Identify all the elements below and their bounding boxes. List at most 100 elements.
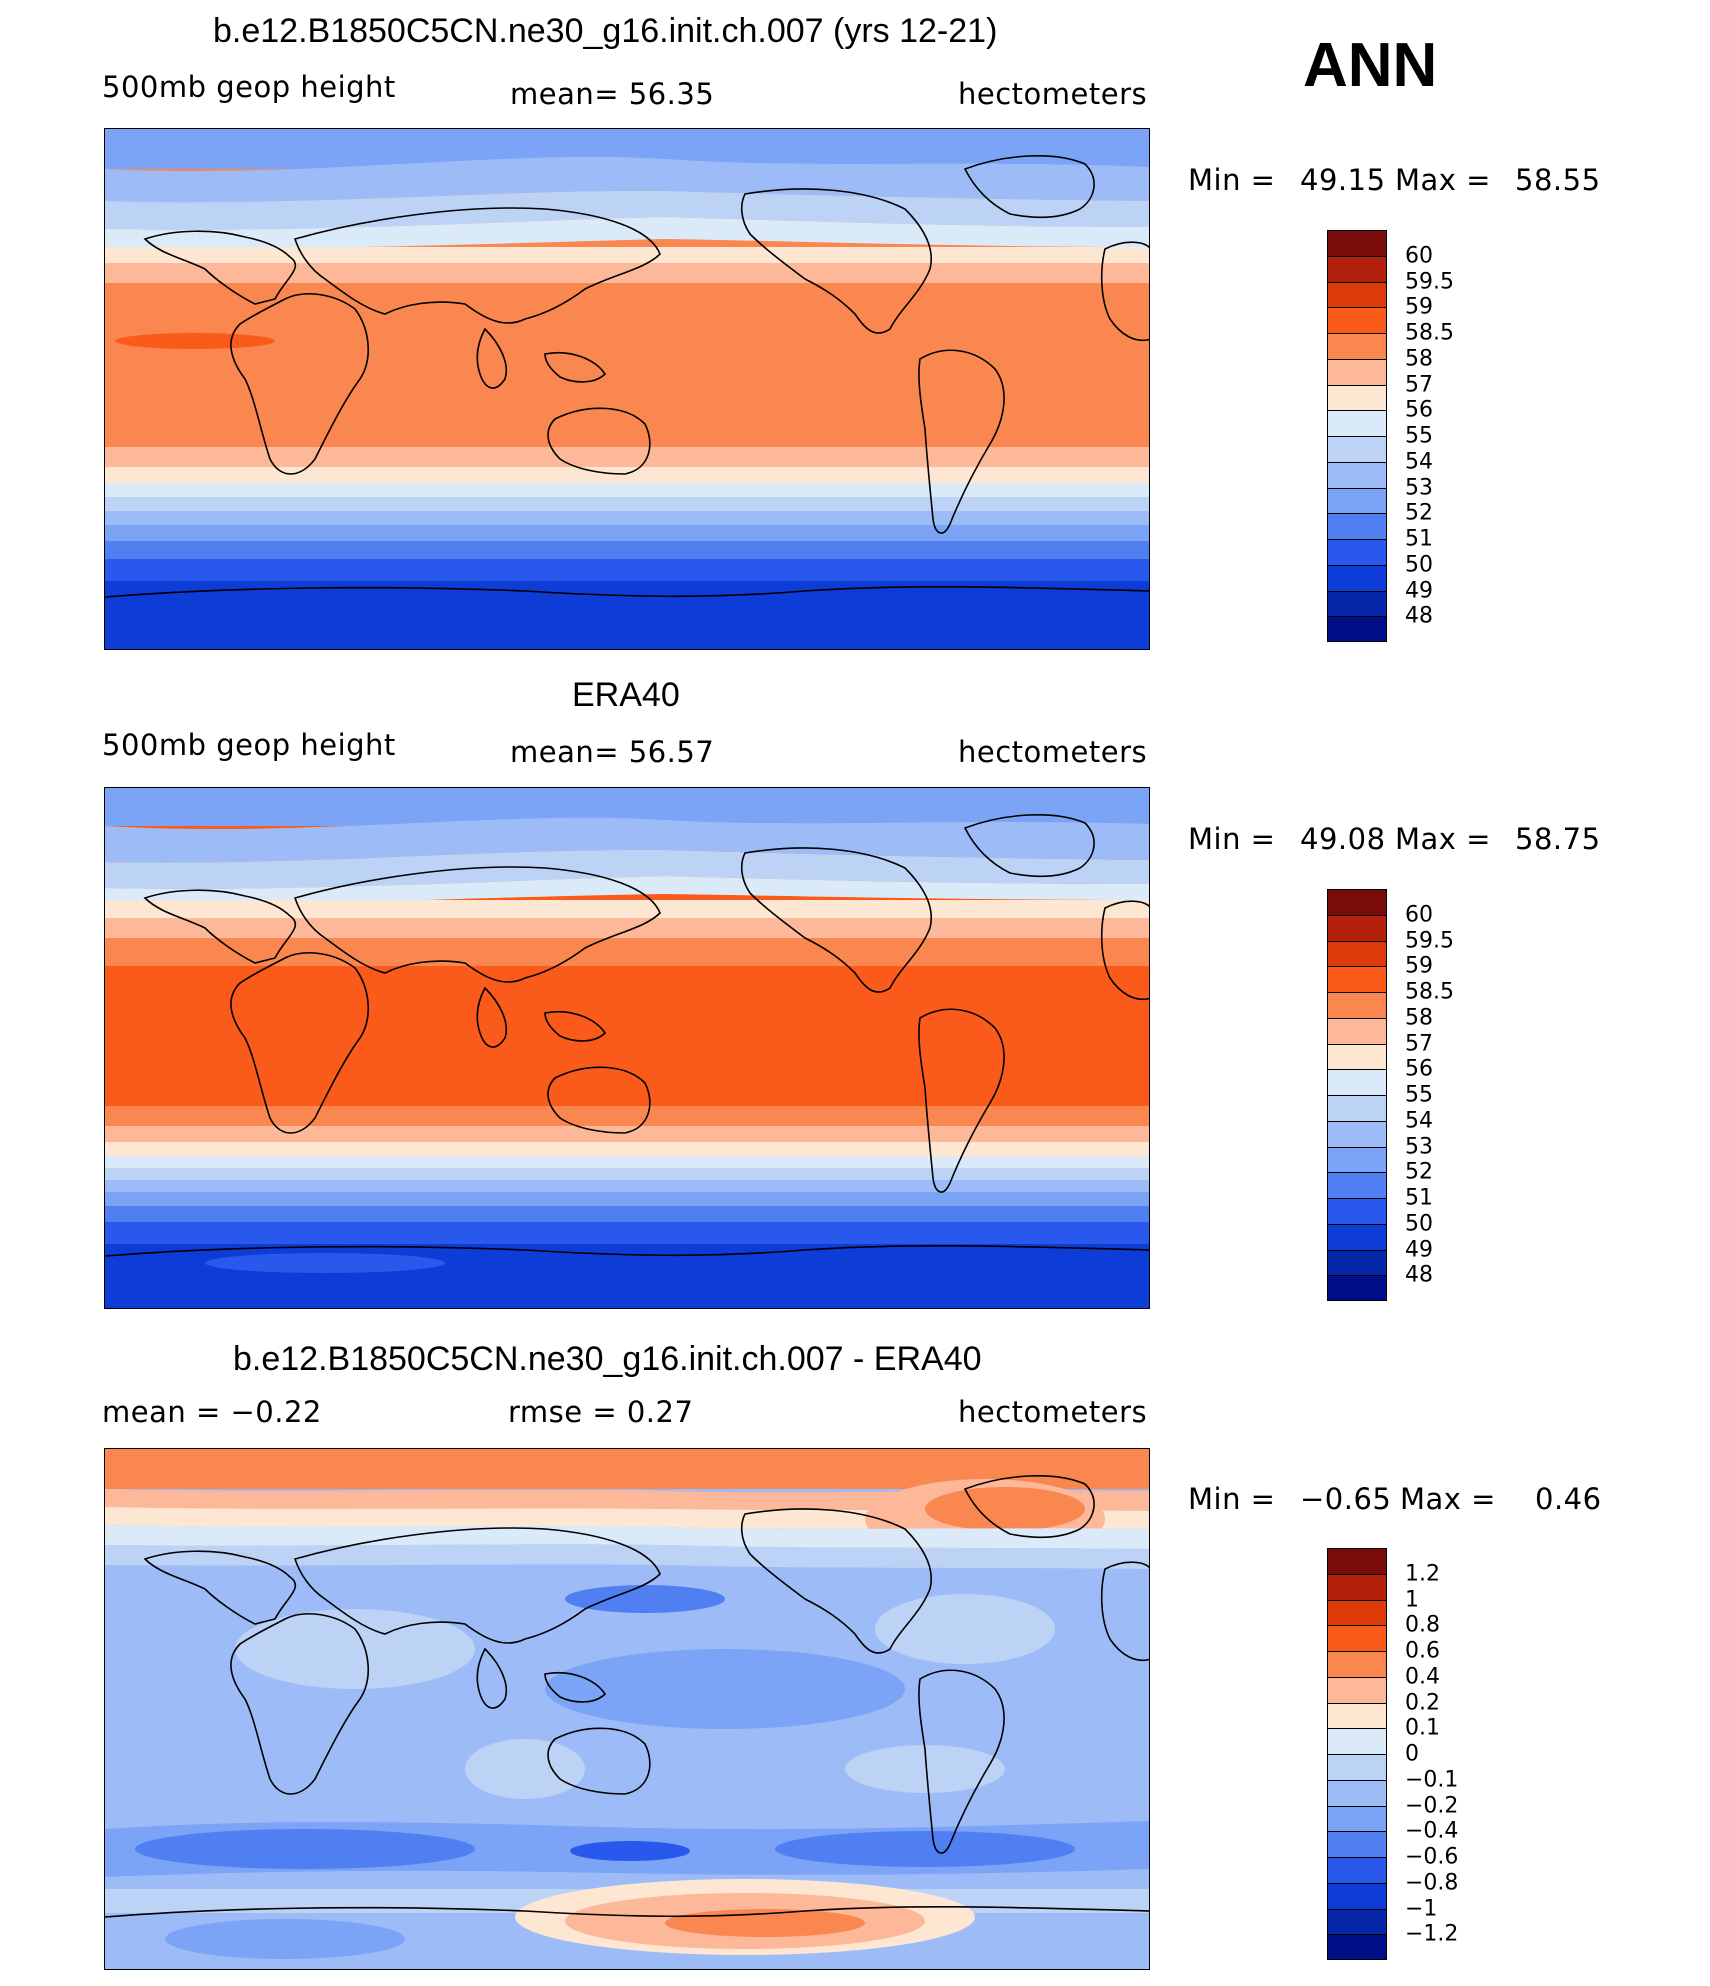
- colorbar-tick-label: 0.6: [1405, 1638, 1440, 1664]
- colorbar-segment: [1328, 591, 1386, 618]
- colorbar-segment: [1328, 1070, 1386, 1096]
- colorbar-tick-label: 49: [1405, 1237, 1433, 1262]
- panel-2-coastlines: [105, 813, 1149, 1257]
- colorbar-tick-label: −0.4: [1405, 1818, 1459, 1844]
- colorbar-tick-label: 58.5: [1405, 979, 1454, 1005]
- colorbar-segment: [1328, 1199, 1386, 1225]
- colorbar-segment: [1328, 1755, 1386, 1781]
- colorbar-segment: [1328, 1832, 1386, 1858]
- colorbar-tick-label: −1.2: [1405, 1921, 1459, 1947]
- panel-3-mean-label: mean = −0.22: [102, 1395, 322, 1429]
- panel-2-contour-field: [105, 788, 1149, 1308]
- panel-2-min-value: 49.08: [1300, 822, 1386, 856]
- colorbar-segment: [1328, 462, 1386, 489]
- colorbar-tick-label: 0.4: [1405, 1664, 1440, 1690]
- colorbar-segment: [1328, 231, 1386, 257]
- panel-3-min-value: −0.65: [1300, 1482, 1392, 1516]
- panel-1-contour-field: [105, 129, 1149, 649]
- colorbar-segment: [1328, 1173, 1386, 1199]
- colorbar-tick-label: 0.2: [1405, 1690, 1440, 1715]
- colorbar-tick-label: −1: [1405, 1896, 1438, 1921]
- colorbar-segment: [1328, 617, 1386, 641]
- colorbar-tick-label: 54: [1405, 449, 1433, 475]
- panel-1-colorbar: [1327, 230, 1387, 642]
- colorbar-segment: [1328, 1549, 1386, 1575]
- colorbar-tick-label: 59.5: [1405, 269, 1454, 294]
- colorbar-segment: [1328, 1806, 1386, 1833]
- panel-3-coastlines: [105, 1474, 1149, 1918]
- panel-1-coastlines: [105, 154, 1149, 598]
- colorbar-segment: [1328, 411, 1386, 437]
- colorbar-segment: [1328, 1147, 1386, 1174]
- colorbar-segment: [1328, 1729, 1386, 1755]
- colorbar-segment: [1328, 1044, 1386, 1071]
- panel-3-colorbar-labels: 1.2 1 0.8 0.6 0.4 0.2 0.1 0 −0.1 −0.2 −0.4 −0.6 −0.8…: [1405, 1548, 1525, 1960]
- colorbar-segment: [1328, 385, 1386, 412]
- colorbar-tick-label: 57: [1405, 372, 1433, 397]
- panel-2-title: ERA40: [572, 676, 680, 714]
- colorbar-segment: [1328, 1600, 1386, 1627]
- colorbar-segment: [1328, 1224, 1386, 1251]
- colorbar-tick-label: 59: [1405, 953, 1433, 979]
- panel-2-colorbar: [1327, 889, 1387, 1301]
- colorbar-segment: [1328, 941, 1386, 968]
- colorbar-tick-label: 48: [1405, 603, 1433, 629]
- colorbar-tick-label: 1: [1405, 1587, 1419, 1612]
- colorbar-tick-label: 54: [1405, 1108, 1433, 1134]
- colorbar-segment: [1328, 1703, 1386, 1730]
- panel-2-min-label: Min =: [1188, 822, 1276, 856]
- colorbar-tick-label: 56: [1405, 397, 1433, 423]
- colorbar-segment: [1328, 993, 1386, 1019]
- panel-3-max-label: Max =: [1400, 1482, 1496, 1516]
- colorbar-segment: [1328, 1935, 1386, 1959]
- panel-3-units-label: hectometers: [958, 1395, 1148, 1429]
- colorbar-tick-label: 0.1: [1405, 1715, 1440, 1741]
- colorbar-tick-label: 60: [1405, 902, 1433, 928]
- colorbar-tick-label: 49: [1405, 578, 1433, 603]
- colorbar-segment: [1328, 1096, 1386, 1122]
- colorbar-segment: [1328, 1121, 1386, 1148]
- panel-1-mean-label: mean= 56.35: [510, 77, 715, 111]
- panel-3-rmse-label: rmse = 0.27: [508, 1395, 694, 1429]
- colorbar-tick-label: −0.2: [1405, 1793, 1459, 1818]
- colorbar-tick-label: 50: [1405, 552, 1433, 578]
- panel-1-min-label: Min =: [1188, 163, 1276, 197]
- panel-3-colorbar: [1327, 1548, 1387, 1960]
- colorbar-segment: [1328, 1250, 1386, 1277]
- colorbar-tick-label: 52: [1405, 500, 1433, 526]
- colorbar-tick-label: 58: [1405, 346, 1433, 372]
- colorbar-segment: [1328, 1883, 1386, 1910]
- panel-1-max-label: Max =: [1395, 163, 1491, 197]
- panel-2-units-label: hectometers: [958, 735, 1148, 769]
- colorbar-tick-label: 51: [1405, 526, 1433, 552]
- panel-2-max-value: 58.75: [1515, 822, 1601, 856]
- colorbar-tick-label: 60: [1405, 243, 1433, 269]
- colorbar-tick-label: 56: [1405, 1056, 1433, 1082]
- panel-1-variable-label: 500mb geop height: [102, 70, 396, 104]
- colorbar-tick-label: 1.2: [1405, 1561, 1440, 1587]
- colorbar-segment: [1328, 514, 1386, 540]
- colorbar-tick-label: 53: [1405, 1134, 1433, 1159]
- panel-2-mean-label: mean= 56.57: [510, 735, 715, 769]
- panel-3-title: b.e12.B1850C5CN.ne30_g16.init.ch.007 - E…: [233, 1340, 982, 1378]
- panel-1-colorbar-labels: 60 59.5 59 58.5 58 57 56 55 54 53 52 51 50 49 48: [1405, 230, 1525, 642]
- colorbar-tick-label: 0.8: [1405, 1612, 1440, 1638]
- panel-2-map: [104, 787, 1150, 1309]
- panel-3-min-label: Min =: [1188, 1482, 1276, 1516]
- colorbar-tick-label: 0: [1405, 1741, 1419, 1767]
- colorbar-segment: [1328, 1574, 1386, 1601]
- season-label: ANN: [1303, 31, 1438, 100]
- colorbar-tick-label: 59.5: [1405, 928, 1454, 953]
- colorbar-segment: [1328, 488, 1386, 515]
- colorbar-tick-label: 55: [1405, 1082, 1433, 1108]
- panel-2-variable-label: 500mb geop height: [102, 728, 396, 762]
- colorbar-segment: [1328, 967, 1386, 993]
- colorbar-segment: [1328, 282, 1386, 309]
- colorbar-segment: [1328, 334, 1386, 360]
- colorbar-segment: [1328, 1780, 1386, 1807]
- colorbar-segment: [1328, 1909, 1386, 1936]
- colorbar-tick-label: 51: [1405, 1185, 1433, 1211]
- colorbar-segment: [1328, 540, 1386, 566]
- colorbar-tick-label: 58.5: [1405, 320, 1454, 346]
- colorbar-segment: [1328, 359, 1386, 386]
